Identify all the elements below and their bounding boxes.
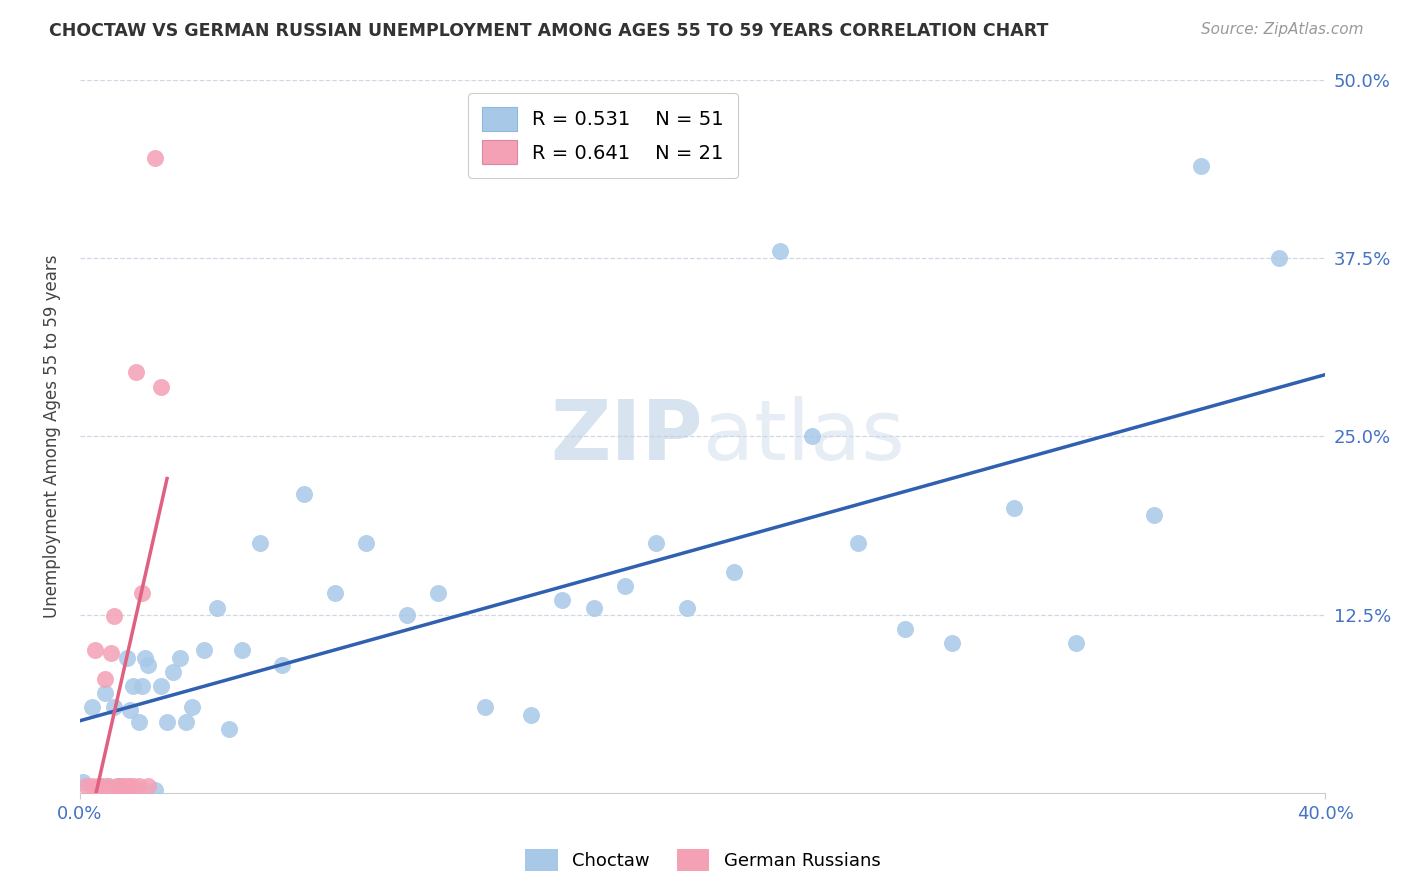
Point — [800, 429, 823, 443]
Point — [131, 586, 153, 600]
Point — [231, 643, 253, 657]
Point — [90, 779, 112, 793]
Point — [112, 779, 135, 793]
Point — [118, 779, 141, 793]
Point — [75, 779, 97, 793]
Point — [474, 700, 496, 714]
Point — [520, 707, 543, 722]
Point — [205, 600, 228, 615]
Point — [110, 779, 132, 793]
Point — [149, 379, 172, 393]
Point — [249, 536, 271, 550]
Point — [118, 703, 141, 717]
Point — [395, 607, 418, 622]
Point — [87, 779, 110, 793]
Point — [138, 779, 160, 793]
Point — [125, 365, 148, 379]
Point — [271, 657, 294, 672]
Point — [676, 600, 699, 615]
Point — [82, 700, 104, 714]
Point — [769, 244, 792, 259]
Point — [82, 779, 104, 793]
Point — [193, 643, 215, 657]
Point — [292, 486, 315, 500]
Point — [613, 579, 636, 593]
Point — [72, 774, 94, 789]
Point — [131, 679, 153, 693]
Point — [169, 650, 191, 665]
Point — [110, 779, 132, 793]
Text: ZIP: ZIP — [550, 396, 703, 477]
Point — [103, 609, 125, 624]
Point — [356, 536, 378, 550]
Point — [128, 714, 150, 729]
Point — [94, 686, 117, 700]
Point — [162, 665, 184, 679]
Point — [723, 565, 745, 579]
Point — [143, 152, 166, 166]
Point — [115, 650, 138, 665]
Y-axis label: Unemployment Among Ages 55 to 59 years: Unemployment Among Ages 55 to 59 years — [44, 255, 60, 618]
Point — [87, 779, 110, 793]
Point — [174, 714, 197, 729]
Point — [644, 536, 666, 550]
Point — [134, 650, 156, 665]
Point — [323, 586, 346, 600]
Point — [582, 600, 605, 615]
Point — [84, 643, 107, 657]
Point — [218, 722, 240, 736]
Point — [149, 679, 172, 693]
Legend: Choctaw, German Russians: Choctaw, German Russians — [517, 842, 889, 879]
Point — [941, 636, 963, 650]
Point — [138, 657, 160, 672]
Point — [551, 593, 574, 607]
Point — [121, 679, 143, 693]
Point — [426, 586, 449, 600]
Legend: R = 0.531    N = 51, R = 0.641    N = 21: R = 0.531 N = 51, R = 0.641 N = 21 — [468, 94, 738, 178]
Point — [1143, 508, 1166, 522]
Point — [105, 779, 128, 793]
Point — [128, 779, 150, 793]
Text: Source: ZipAtlas.com: Source: ZipAtlas.com — [1201, 22, 1364, 37]
Point — [1189, 159, 1212, 173]
Point — [97, 779, 120, 793]
Point — [121, 779, 143, 793]
Point — [103, 700, 125, 714]
Point — [894, 622, 917, 636]
Point — [1267, 251, 1289, 265]
Point — [97, 779, 120, 793]
Text: atlas: atlas — [703, 396, 904, 477]
Point — [181, 700, 204, 714]
Point — [156, 714, 179, 729]
Point — [100, 646, 122, 660]
Point — [143, 783, 166, 797]
Point — [125, 783, 148, 797]
Point — [94, 672, 117, 686]
Point — [1064, 636, 1087, 650]
Point — [846, 536, 869, 550]
Point — [1002, 500, 1025, 515]
Text: CHOCTAW VS GERMAN RUSSIAN UNEMPLOYMENT AMONG AGES 55 TO 59 YEARS CORRELATION CHA: CHOCTAW VS GERMAN RUSSIAN UNEMPLOYMENT A… — [49, 22, 1049, 40]
Point — [115, 779, 138, 793]
